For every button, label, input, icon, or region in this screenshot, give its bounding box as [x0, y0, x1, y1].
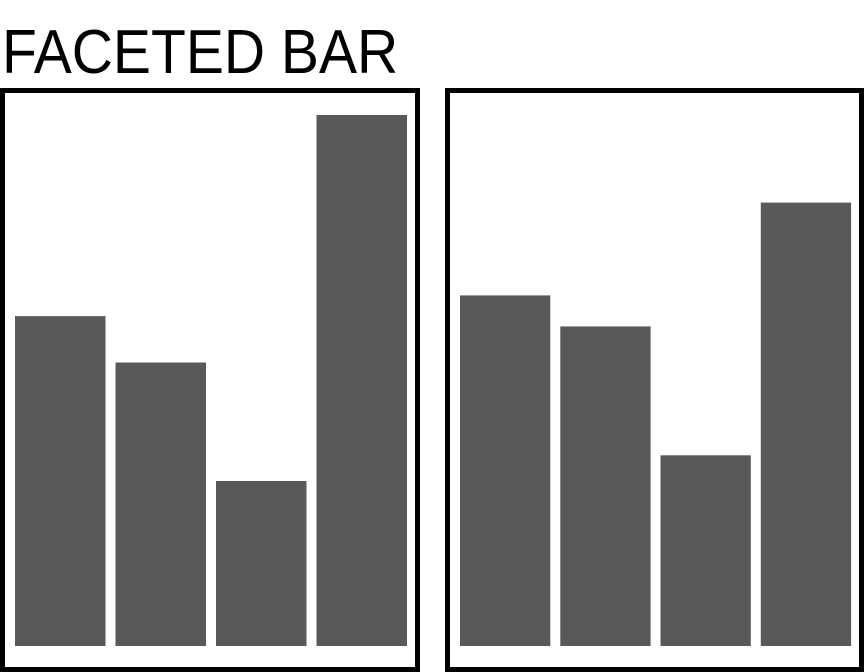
bar-c	[660, 455, 751, 646]
bar-d	[316, 115, 407, 646]
chart-title: FACETED BAR	[2, 18, 399, 87]
facet-panel-1	[0, 88, 420, 672]
bar-a	[460, 295, 551, 646]
bar-c	[216, 481, 307, 646]
facet-panel-2	[445, 88, 864, 672]
facet-1-plot	[15, 115, 407, 646]
bar-b	[115, 362, 206, 646]
facet-2-plot	[460, 202, 852, 646]
bar-d	[760, 202, 852, 646]
bar-a	[15, 316, 106, 646]
bar-b	[560, 326, 651, 646]
